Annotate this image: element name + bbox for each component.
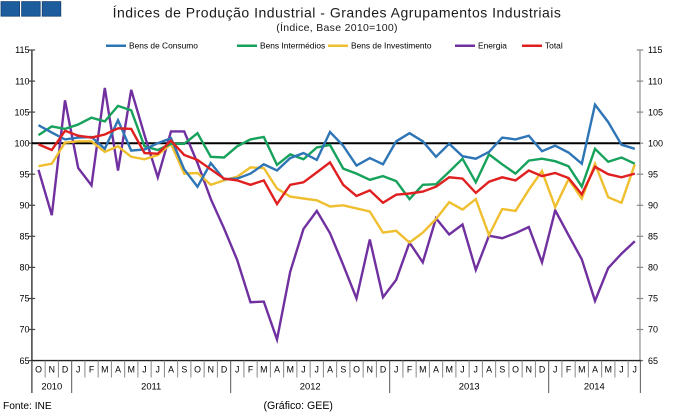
svg-text:O: O — [512, 365, 519, 375]
svg-text:Bens de Consumo: Bens de Consumo — [129, 41, 198, 51]
svg-text:M: M — [128, 365, 135, 375]
svg-text:M: M — [419, 365, 426, 375]
svg-text:100: 100 — [14, 138, 29, 148]
svg-text:M: M — [605, 365, 612, 375]
svg-text:2011: 2011 — [141, 381, 161, 392]
svg-text:100: 100 — [648, 138, 663, 148]
svg-text:J: J — [633, 365, 637, 375]
svg-text:D: D — [539, 365, 545, 375]
svg-text:75: 75 — [19, 294, 29, 304]
svg-text:65: 65 — [648, 356, 658, 366]
svg-text:Índices de Produção Industrial: Índices de Produção Industrial - Grandes… — [113, 5, 562, 21]
svg-text:95: 95 — [19, 169, 29, 179]
svg-text:110: 110 — [648, 76, 662, 86]
svg-text:85: 85 — [19, 232, 29, 242]
svg-text:M: M — [578, 365, 585, 375]
svg-text:A: A — [274, 365, 280, 375]
svg-text:90: 90 — [648, 201, 658, 211]
svg-text:M: M — [287, 365, 294, 375]
svg-text:J: J — [553, 365, 557, 375]
svg-text:M: M — [101, 365, 108, 375]
svg-text:J: J — [315, 365, 319, 375]
svg-text:N: N — [49, 365, 55, 375]
svg-text:105: 105 — [648, 107, 663, 117]
svg-text:F: F — [89, 365, 95, 375]
svg-text:A: A — [115, 365, 121, 375]
svg-text:J: J — [474, 365, 478, 375]
svg-text:J: J — [394, 365, 398, 375]
svg-text:95: 95 — [648, 169, 658, 179]
svg-text:A: A — [168, 365, 174, 375]
svg-text:80: 80 — [19, 263, 29, 273]
svg-text:Bens Intermédios: Bens Intermédios — [260, 41, 325, 51]
svg-text:N: N — [208, 365, 214, 375]
svg-text:S: S — [499, 365, 505, 375]
svg-text:110: 110 — [15, 76, 29, 86]
svg-text:2010: 2010 — [41, 381, 62, 392]
svg-text:J: J — [619, 365, 623, 375]
svg-text:J: J — [301, 365, 305, 375]
svg-text:2013: 2013 — [459, 381, 480, 392]
svg-text:M: M — [260, 365, 267, 375]
svg-text:Bens de Investimento: Bens de Investimento — [351, 41, 432, 51]
svg-text:A: A — [433, 365, 439, 375]
svg-text:F: F — [248, 365, 254, 375]
svg-text:D: D — [62, 365, 68, 375]
svg-text:(Índice, Base 2010=100): (Índice, Base 2010=100) — [276, 21, 398, 34]
svg-text:2012: 2012 — [300, 381, 321, 392]
svg-text:80: 80 — [648, 263, 658, 273]
svg-text:A: A — [592, 365, 598, 375]
svg-text:A: A — [327, 365, 333, 375]
svg-text:Energia: Energia — [478, 41, 507, 51]
svg-text:A: A — [486, 365, 492, 375]
svg-text:D: D — [380, 365, 386, 375]
svg-text:J: J — [156, 365, 160, 375]
svg-text:105: 105 — [14, 107, 29, 117]
svg-text:F: F — [407, 365, 413, 375]
svg-text:70: 70 — [19, 325, 29, 335]
svg-text:N: N — [526, 365, 532, 375]
svg-text:S: S — [340, 365, 346, 375]
svg-text:N: N — [367, 365, 373, 375]
svg-text:O: O — [353, 365, 360, 375]
svg-text:D: D — [221, 365, 227, 375]
svg-text:85: 85 — [648, 232, 658, 242]
svg-text:O: O — [35, 365, 42, 375]
svg-text:75: 75 — [648, 294, 658, 304]
svg-text:F: F — [566, 365, 572, 375]
svg-text:Fonte: INE: Fonte: INE — [3, 401, 52, 412]
svg-text:M: M — [446, 365, 453, 375]
svg-text:J: J — [76, 365, 80, 375]
svg-text:S: S — [181, 365, 187, 375]
svg-text:65: 65 — [19, 356, 29, 366]
svg-text:O: O — [194, 365, 201, 375]
svg-text:J: J — [142, 365, 146, 375]
svg-text:115: 115 — [648, 45, 662, 55]
svg-text:J: J — [460, 365, 464, 375]
svg-text:J: J — [235, 365, 239, 375]
svg-text:2014: 2014 — [584, 381, 605, 392]
svg-text:90: 90 — [19, 201, 29, 211]
svg-text:Total: Total — [545, 41, 563, 51]
svg-text:(Gráfico: GEE): (Gráfico: GEE) — [264, 400, 333, 412]
svg-text:70: 70 — [648, 325, 658, 335]
svg-text:115: 115 — [15, 45, 29, 55]
